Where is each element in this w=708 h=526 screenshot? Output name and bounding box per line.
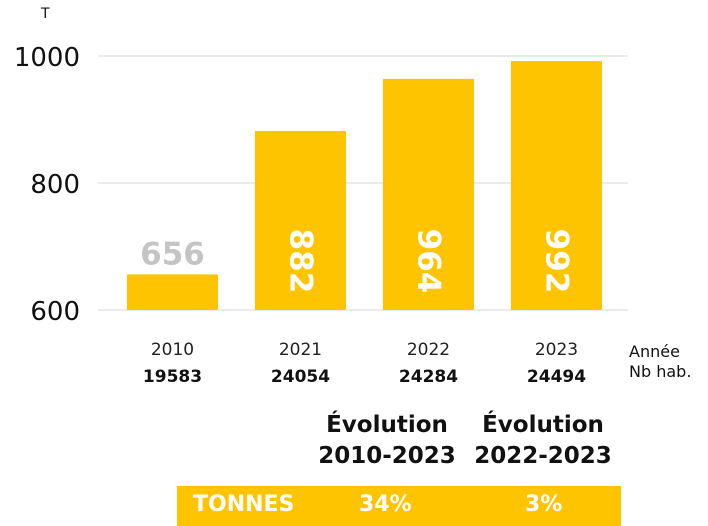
evolution-header-period: 2022-2023: [474, 443, 612, 469]
population-label: 19583: [143, 367, 202, 387]
year-row-label: Année: [629, 342, 680, 361]
y-tick-label: 800: [30, 170, 80, 200]
bar: [383, 78, 474, 310]
bar: [511, 61, 602, 310]
data-label: 964: [411, 229, 447, 294]
bar: [127, 274, 218, 310]
y-tick-label: 600: [30, 297, 80, 327]
evolution-header-2022-2023: Évolution 2022-2023: [468, 410, 618, 472]
x-tick-label: 2023: [535, 340, 578, 360]
y-tick-label: 1000: [14, 43, 80, 73]
y-axis-unit: T: [41, 6, 50, 22]
population-label: 24054: [271, 367, 330, 387]
evolution-header-period: 2010-2023: [318, 443, 456, 469]
evolution-header-title: Évolution: [482, 412, 604, 438]
x-tick-label: 2010: [151, 340, 194, 360]
evolution-header-2010-2023: Évolution 2010-2023: [312, 410, 462, 472]
data-label: 992: [539, 229, 575, 294]
evolution-value-2010-2023: 34%: [359, 492, 412, 517]
population-row-label: Nb hab.: [629, 362, 692, 381]
tonnes-band: TONNES 34% 3%: [177, 486, 621, 526]
tonnes-label: TONNES: [193, 492, 295, 517]
evolution-header-title: Évolution: [326, 412, 448, 438]
data-label: 882: [283, 229, 319, 294]
data-label: 656: [140, 236, 205, 272]
evolution-value-2022-2023: 3%: [525, 492, 563, 517]
bar: [255, 130, 346, 310]
x-tick-label: 2022: [407, 340, 450, 360]
population-label: 24284: [399, 367, 458, 387]
population-label: 24494: [527, 367, 586, 387]
x-tick-label: 2021: [279, 340, 322, 360]
